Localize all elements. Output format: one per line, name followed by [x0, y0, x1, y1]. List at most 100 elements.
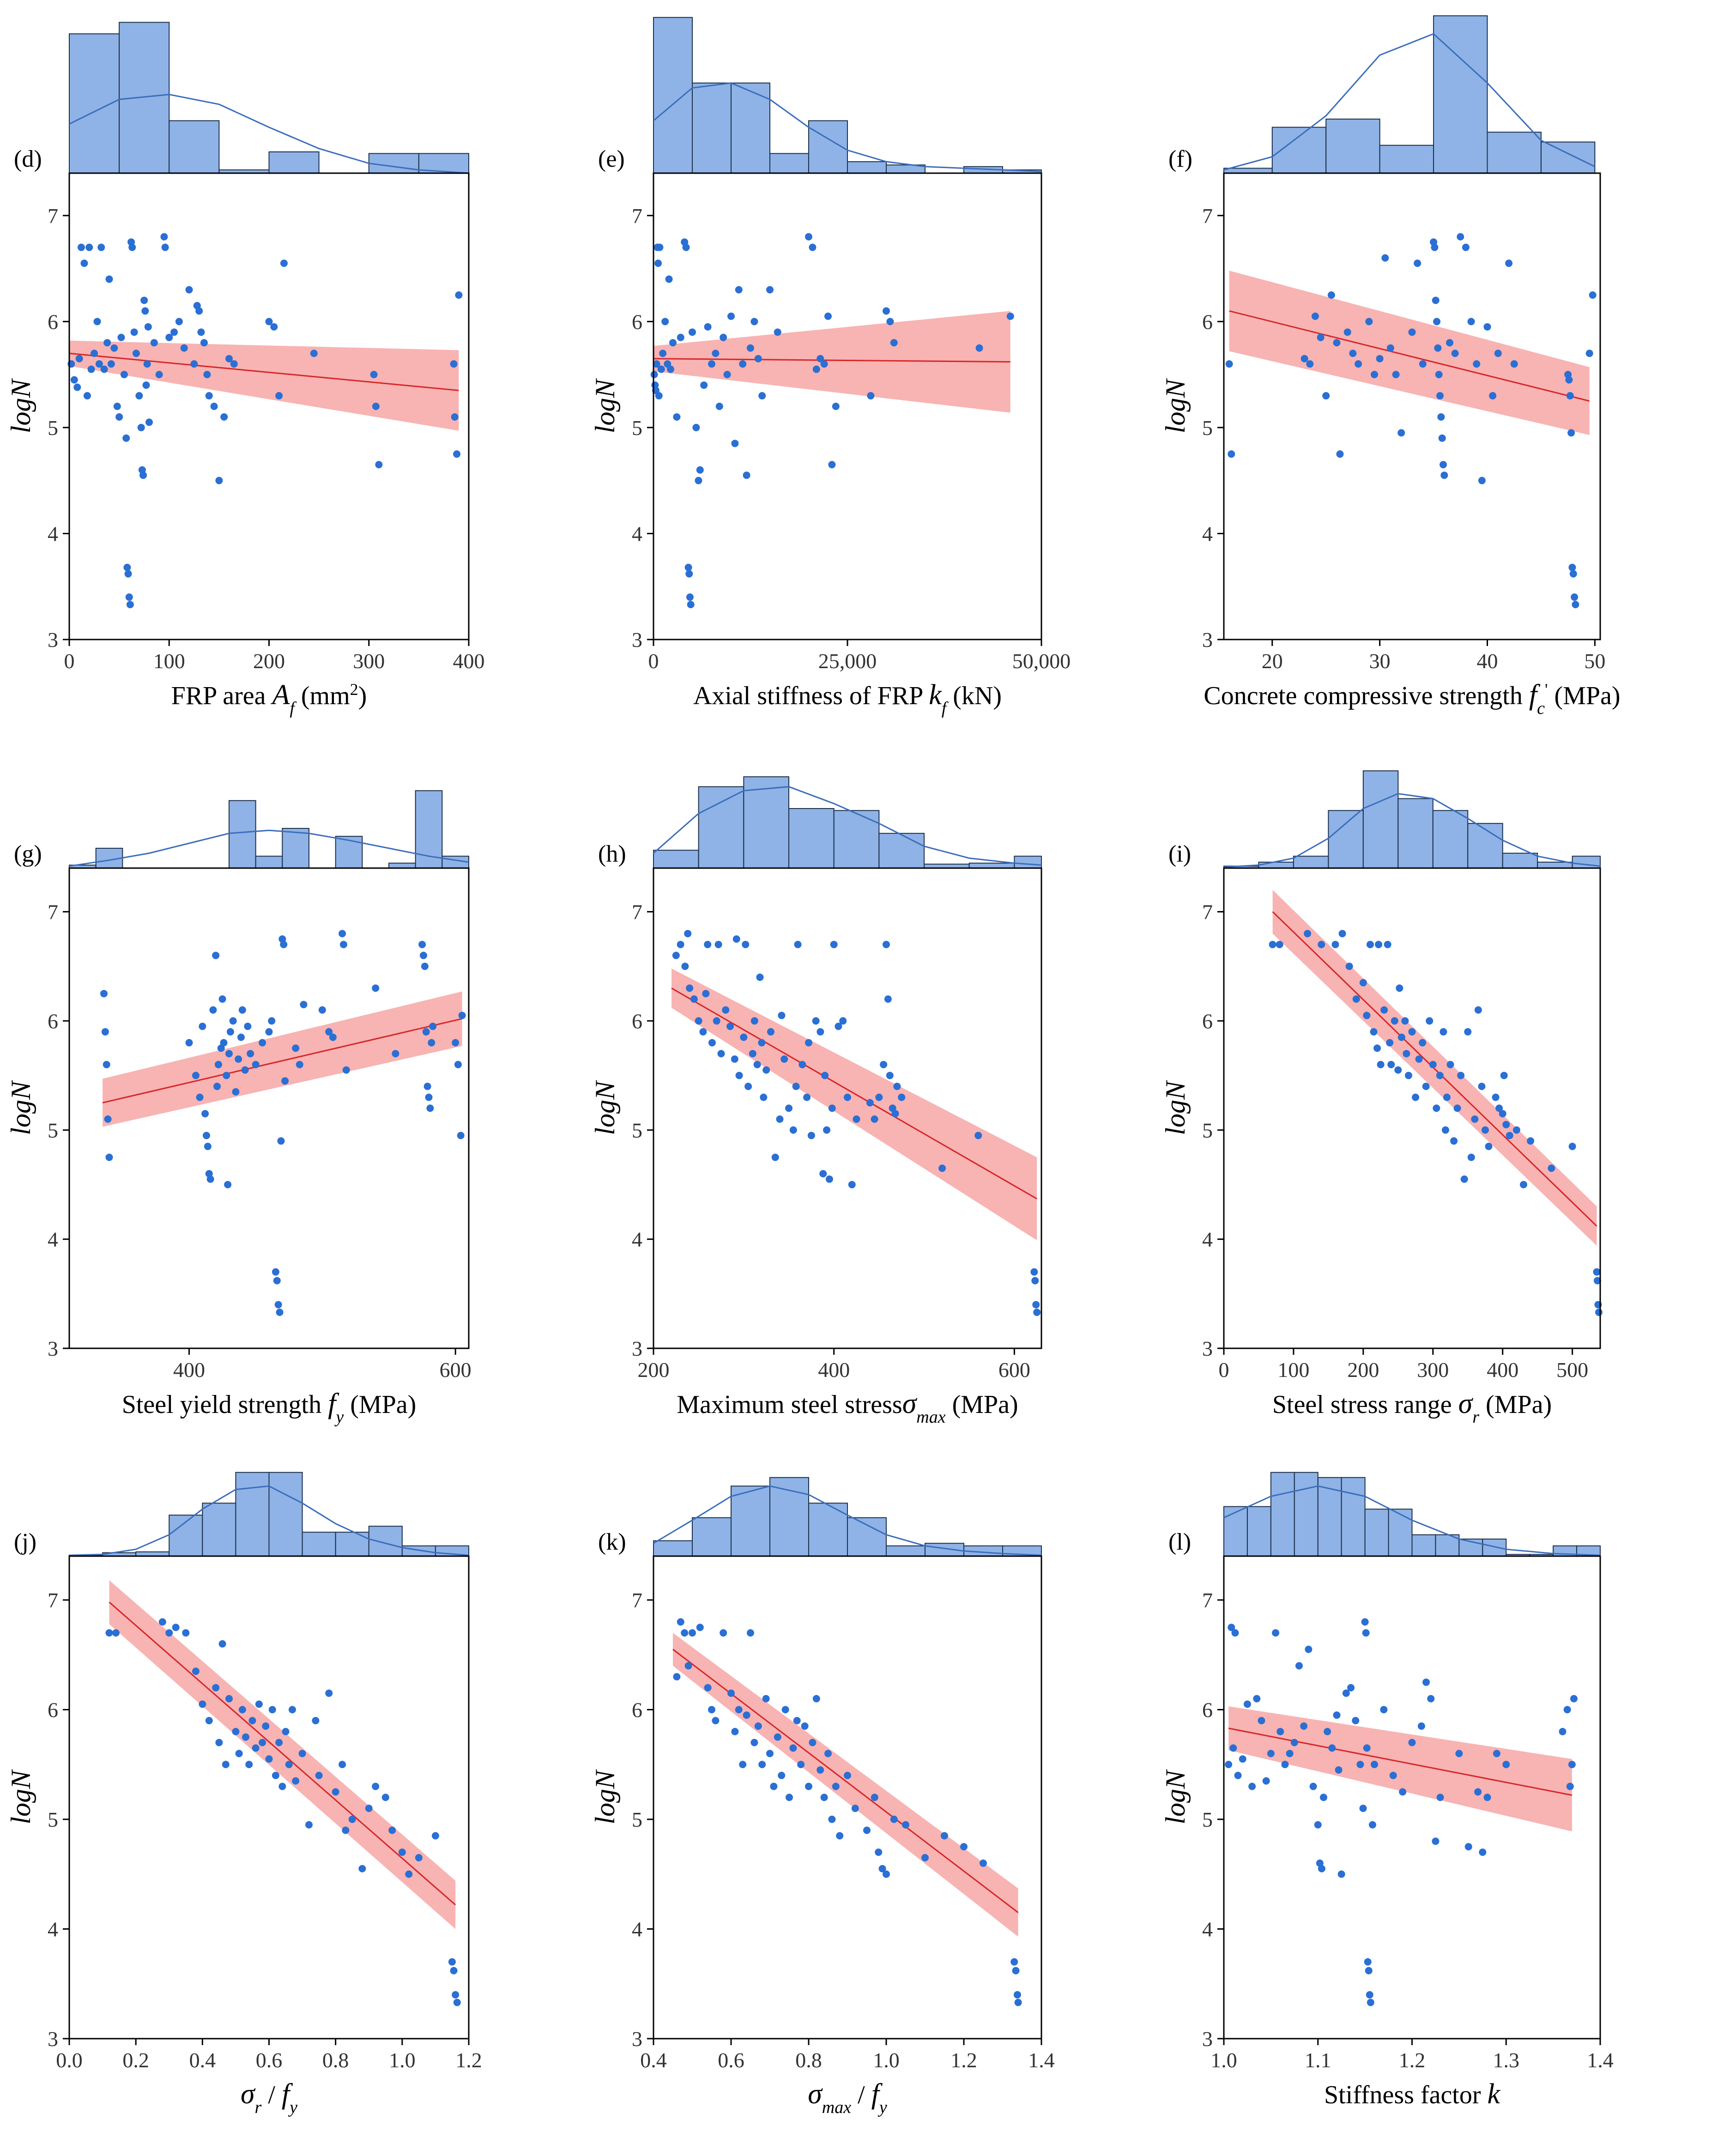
marginal-histogram — [69, 790, 469, 869]
y-tick-label: 7 — [1202, 204, 1213, 228]
data-point — [398, 1848, 406, 1856]
data-point — [1548, 1165, 1555, 1172]
data-point — [230, 360, 238, 368]
data-point — [124, 570, 132, 578]
data-point — [1386, 1039, 1394, 1047]
hist-bar — [1502, 852, 1538, 869]
y-tick-label: 3 — [632, 1337, 642, 1360]
data-point — [252, 1061, 260, 1069]
marginal-histogram — [1223, 770, 1601, 869]
data-point — [276, 1309, 284, 1316]
kde-curve — [653, 786, 1042, 866]
data-point — [329, 1033, 337, 1041]
data-point — [778, 1772, 786, 1779]
data-point — [1381, 254, 1389, 262]
data-point — [1376, 355, 1384, 362]
data-point — [875, 1093, 883, 1101]
data-point — [1228, 450, 1235, 458]
data-point — [1519, 1181, 1527, 1189]
data-point — [1225, 360, 1233, 368]
data-point — [1499, 1110, 1506, 1117]
data-point — [1483, 323, 1491, 331]
data-point — [886, 1072, 894, 1080]
data-point — [753, 1061, 761, 1069]
data-point — [828, 461, 836, 469]
data-point — [339, 1761, 346, 1769]
data-point — [1450, 1137, 1458, 1145]
hist-bar — [1223, 1506, 1248, 1557]
data-point — [140, 296, 148, 304]
data-point — [339, 941, 347, 948]
confidence-band — [103, 991, 462, 1127]
data-point — [1422, 1082, 1430, 1090]
data-point — [280, 260, 288, 267]
data-point — [238, 1006, 246, 1014]
data-point — [1013, 1991, 1021, 1998]
data-point — [1394, 1066, 1402, 1074]
data-point — [160, 233, 168, 241]
data-point — [809, 1739, 817, 1746]
data-point — [113, 403, 121, 410]
data-point — [1417, 1722, 1425, 1730]
data-point — [1593, 1268, 1601, 1276]
hist-bar — [1364, 1509, 1389, 1557]
data-point — [182, 1629, 190, 1637]
y-tick-label: 3 — [632, 628, 642, 652]
data-point — [1433, 318, 1441, 326]
data-point — [1433, 1105, 1440, 1112]
panel-e: 3 4 5 6 7 0 25,000 50,000 (e) logN Axial stiffness… — [590, 17, 1071, 718]
data-point — [1505, 260, 1513, 267]
data-point — [793, 1717, 801, 1725]
data-point — [794, 941, 802, 948]
y-tick-label: 5 — [632, 1118, 642, 1142]
x-tick-label: 1.0 — [389, 2048, 416, 2072]
hist-bar — [1270, 1472, 1295, 1557]
data-point — [880, 1061, 888, 1069]
data-point — [381, 1793, 389, 1801]
data-point — [1363, 1012, 1371, 1020]
data-point — [1408, 1028, 1416, 1036]
data-point — [1563, 1706, 1571, 1714]
regression-line — [1272, 911, 1597, 1227]
data-point — [1347, 1684, 1355, 1691]
data-point — [1006, 312, 1014, 320]
data-point — [713, 1017, 720, 1025]
data-point — [175, 318, 183, 326]
data-point — [1317, 333, 1325, 341]
data-point — [212, 1684, 220, 1691]
data-point — [653, 360, 660, 368]
data-point — [1010, 1958, 1018, 1966]
data-point — [1595, 1309, 1603, 1316]
data-point — [429, 1022, 437, 1030]
data-point — [1370, 1028, 1378, 1036]
data-point — [828, 1105, 836, 1112]
data-point — [275, 392, 283, 400]
data-point — [723, 371, 731, 379]
x-axis-label-part: max — [822, 2098, 851, 2117]
data-point — [115, 413, 123, 421]
data-point — [1337, 1870, 1345, 1878]
data-point — [130, 328, 138, 336]
data-point — [704, 1684, 712, 1691]
x-tick-label: 1.4 — [1028, 2048, 1055, 2072]
panel-k: 3 4 5 6 7 0.4 0.6 0.8 1.0 1.2 1.4 (k) logN σmax / fy — [590, 1477, 1055, 2117]
data-point — [687, 601, 695, 609]
y-tick-label: 6 — [632, 310, 642, 333]
data-point — [699, 1028, 707, 1036]
data-point — [812, 365, 820, 373]
regression-line — [1229, 310, 1590, 402]
kde-curve — [1223, 1485, 1601, 1556]
x-axis-label: σr / fy — [241, 2078, 297, 2117]
panel-f: 3 4 5 6 7 20 30 40 50 (f) logN Concrete compressive… — [1160, 15, 1621, 718]
data-point — [318, 1006, 326, 1014]
data-point — [342, 1066, 350, 1074]
data-point — [1593, 1277, 1601, 1285]
data-point — [1438, 434, 1446, 442]
data-point — [300, 1001, 308, 1008]
x-tick-label: 0.4 — [640, 2048, 667, 2072]
hist-bar — [808, 120, 848, 174]
data-point — [1457, 233, 1464, 241]
data-point — [112, 1629, 120, 1637]
data-point — [1471, 1115, 1479, 1123]
data-point — [1401, 1017, 1409, 1025]
